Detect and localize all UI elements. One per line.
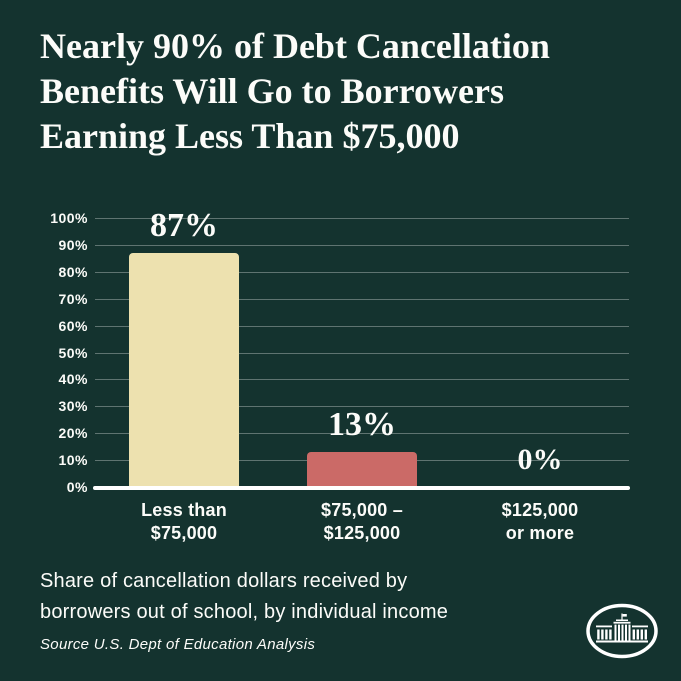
gridline-40% [95,379,629,381]
gridline-60% [95,325,629,327]
gridline-80% [95,271,629,273]
y-axis-tick-label: 100% [50,210,88,226]
gridline-90% [95,244,629,246]
chart-title: Nearly 90% of Debt Cancellation Benefits… [40,26,550,156]
x-axis-category-label: $75,000 – $125,000 [321,500,403,543]
y-axis-tick-label: 80% [58,263,88,280]
y-axis-tick-label: 70% [58,290,88,307]
gridline-50% [95,352,629,354]
y-axis-tick-label: 40% [58,371,88,388]
bar-value-label: 13% [328,406,396,444]
y-axis-tick-label: 0% [66,479,88,495]
x-axis-category-label: Less than $75,000 [141,500,227,543]
bar-1 [129,252,239,487]
bar-value-label: 0% [517,443,563,476]
chart-caption: Share of cancellation dollars received b… [40,570,449,623]
gridline-20% [95,433,629,435]
x-axis-baseline [93,486,630,490]
white-house-logo-icon [586,603,658,659]
gridline-70% [95,298,629,300]
gridline-30% [95,406,629,408]
y-axis-tick-label: 60% [58,317,88,334]
x-axis-category-label: $125,000 or more [501,500,579,543]
y-axis-tick-label: 20% [58,425,88,442]
y-axis-tick-label: 30% [58,398,88,415]
gridline-100% [95,218,629,219]
y-axis-tick-label: 50% [58,344,88,361]
y-axis-tick-label: 90% [58,236,88,253]
y-axis-tick-label: 10% [58,452,88,469]
bar-2 [307,452,417,487]
source-attribution: Source U.S. Dept of Education Analysis [40,636,316,653]
white-house-building [596,613,648,643]
bar-value-label: 87% [150,206,218,244]
